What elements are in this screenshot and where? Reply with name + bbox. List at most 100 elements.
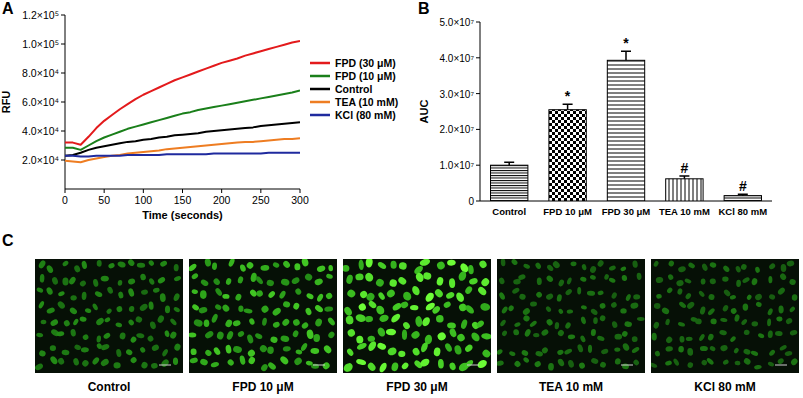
cell — [431, 305, 441, 315]
cell — [294, 287, 302, 295]
cell — [735, 265, 742, 273]
cell — [610, 301, 618, 308]
cell — [378, 362, 388, 373]
cell — [706, 357, 715, 366]
y-tick-label: 6.0×10⁴ — [22, 96, 59, 108]
error-bar — [738, 194, 748, 195]
cell — [478, 259, 488, 269]
cell — [397, 276, 408, 286]
plot-lines — [65, 41, 300, 162]
cell — [620, 308, 626, 313]
cell — [518, 273, 527, 281]
cell — [173, 357, 178, 365]
y-tick-label: 8.0×10⁴ — [22, 67, 59, 79]
cell — [61, 349, 69, 355]
cell — [62, 260, 70, 268]
x-tick-label: TEA 10 mM — [659, 206, 710, 217]
cell — [743, 357, 752, 366]
cell — [212, 346, 221, 356]
cell — [314, 304, 324, 314]
cell — [141, 289, 149, 295]
x-tick — [300, 189, 301, 193]
cell — [611, 291, 618, 299]
cell — [106, 286, 114, 295]
cell — [266, 279, 274, 286]
cell — [507, 304, 514, 312]
cell — [757, 332, 765, 339]
cell — [271, 306, 282, 317]
cell — [97, 260, 102, 267]
y-tick-label: 1.0×10⁵ — [22, 38, 59, 50]
cell — [190, 348, 197, 355]
cell — [789, 279, 797, 286]
x-tick-label: FPD 30 μM — [602, 206, 651, 217]
cell — [636, 272, 642, 280]
image-caption: FPD 10 μM — [232, 380, 293, 394]
cell — [224, 318, 233, 328]
cell — [497, 348, 503, 355]
cell — [677, 321, 685, 327]
cell — [127, 259, 136, 267]
cell — [597, 290, 604, 295]
cell — [365, 316, 373, 323]
cell — [101, 276, 109, 282]
cell — [270, 336, 279, 344]
cell — [596, 335, 605, 342]
cell — [651, 333, 656, 341]
cell — [656, 294, 662, 299]
cell — [200, 278, 210, 287]
cell — [402, 321, 411, 331]
cell — [321, 361, 331, 371]
cell — [784, 350, 792, 356]
cell — [620, 266, 627, 272]
y-tick — [476, 201, 480, 202]
cell — [419, 259, 431, 267]
cell — [305, 307, 313, 316]
cell — [455, 291, 466, 303]
cell — [447, 260, 456, 266]
cell — [81, 347, 89, 352]
cell — [376, 326, 387, 338]
cell — [92, 278, 99, 287]
cell — [292, 302, 300, 310]
cell — [279, 355, 290, 366]
image-background — [343, 259, 491, 373]
cell — [449, 362, 457, 371]
cell — [654, 303, 661, 309]
cell — [768, 349, 776, 357]
y-tick-label: 2.0×10⁴ — [22, 154, 59, 166]
cell — [701, 278, 706, 284]
x-tick — [260, 189, 261, 193]
cell — [501, 306, 509, 315]
cell — [139, 346, 146, 353]
cell — [355, 358, 366, 366]
cell — [622, 342, 631, 352]
cell — [79, 316, 87, 322]
cell — [115, 322, 123, 328]
y-tick — [61, 73, 65, 74]
cell — [746, 294, 752, 301]
cell — [481, 333, 491, 340]
cell — [552, 260, 562, 270]
cell — [278, 290, 287, 300]
cell — [256, 290, 264, 298]
cell — [581, 305, 588, 310]
cell — [79, 280, 87, 288]
x-tick-label: 250 — [252, 194, 270, 206]
cell — [767, 308, 774, 316]
cell — [325, 292, 334, 301]
cell — [698, 333, 706, 342]
cell — [157, 276, 166, 284]
cell — [424, 291, 436, 303]
cell — [375, 304, 386, 316]
cell — [678, 301, 687, 309]
cell — [481, 348, 491, 359]
cell — [676, 279, 685, 287]
cell — [684, 278, 692, 284]
cell — [768, 262, 776, 270]
cell — [588, 345, 592, 353]
cell — [557, 329, 565, 338]
cell — [415, 316, 423, 327]
cell — [402, 330, 407, 340]
cell — [445, 291, 455, 300]
